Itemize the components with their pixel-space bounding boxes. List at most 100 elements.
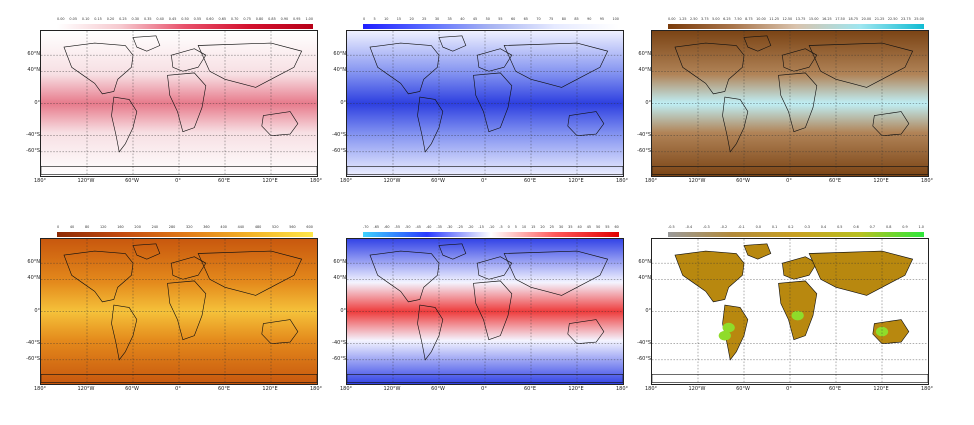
coastline bbox=[476, 256, 513, 280]
latitude-label: -40°S bbox=[26, 131, 40, 138]
colorbar-tick: 400 bbox=[220, 225, 227, 229]
longitude-label: 60°E bbox=[217, 386, 231, 392]
colorbar-tick: 0.65 bbox=[218, 17, 227, 21]
longitude-label: 120°E bbox=[568, 178, 584, 184]
colorbar-tick: 8.75 bbox=[745, 17, 753, 21]
colorbar-tick: -0.4 bbox=[685, 225, 693, 229]
longitude-label: 0° bbox=[481, 178, 487, 184]
colorbar-tick: 95 bbox=[599, 17, 605, 21]
map-frame bbox=[651, 238, 929, 385]
colorbar-tick: -25 bbox=[457, 225, 463, 229]
colorbar-tick: 0.40 bbox=[156, 17, 164, 21]
colorbar-tick: 0.05 bbox=[69, 17, 77, 21]
colorbar-tick: 0.45 bbox=[168, 17, 177, 21]
longitude-label: 60°E bbox=[523, 178, 537, 184]
latitude-label: 0° bbox=[340, 99, 346, 106]
colorbar-tick: 10.00 bbox=[756, 17, 766, 21]
map-frame bbox=[40, 238, 318, 385]
latitude-label: -60°S bbox=[332, 147, 346, 154]
colorbar-tick: 200 bbox=[134, 225, 141, 229]
latitude-label: 0° bbox=[34, 307, 40, 314]
colorbar-tick: -0.3 bbox=[703, 225, 710, 229]
longitude-label: 60°W bbox=[736, 178, 750, 184]
longitude-label: 60°E bbox=[217, 178, 231, 184]
longitude-label: 180° bbox=[615, 178, 629, 184]
latitude-label: -60°S bbox=[26, 355, 40, 362]
latitude-label: -60°S bbox=[26, 147, 40, 154]
colorbar-tick: 0.3 bbox=[804, 225, 810, 229]
longitude-label: 0° bbox=[786, 386, 792, 392]
colorbar-tick: -70 bbox=[363, 225, 369, 229]
colorbar-tick: 15 bbox=[396, 17, 402, 21]
colorbar-tick: 0.70 bbox=[230, 17, 239, 21]
longitude-label: 0° bbox=[175, 386, 181, 392]
longitude-label: 180° bbox=[920, 386, 934, 392]
longitude-label: 180° bbox=[33, 386, 47, 392]
latitude-label: 60°N bbox=[638, 51, 651, 58]
map-frame bbox=[346, 30, 624, 177]
colorbar-tick: 0.75 bbox=[243, 17, 251, 21]
colorbar-tick: -40 bbox=[425, 225, 432, 229]
colorbar-tick: 0.55 bbox=[193, 17, 202, 21]
colorbar bbox=[363, 24, 619, 29]
longitude-label: 0° bbox=[175, 178, 181, 184]
colorbar-tick: 10 bbox=[521, 225, 527, 229]
colorbar-tick: -20 bbox=[467, 225, 474, 229]
longitude-label: 120°E bbox=[568, 386, 584, 392]
colorbar-tick: 70 bbox=[536, 17, 541, 21]
coastline bbox=[808, 42, 914, 88]
coastline bbox=[503, 250, 609, 296]
coastline bbox=[781, 48, 818, 72]
coastline bbox=[132, 243, 161, 260]
coastline bbox=[674, 42, 745, 95]
colorbar-tick: 0.80 bbox=[255, 17, 264, 21]
longitude-label: 180° bbox=[339, 178, 353, 184]
world-map bbox=[41, 31, 317, 176]
colorbar-tick: 440 bbox=[237, 225, 245, 229]
colorbar-tick: 15.00 bbox=[808, 17, 819, 21]
colorbar-tick: 7.50 bbox=[734, 17, 742, 21]
colorbar-tick: 50 bbox=[595, 225, 601, 229]
latitude-label: 40°N bbox=[638, 275, 651, 282]
world-map bbox=[347, 31, 623, 176]
colorbar-tick: 0.90 bbox=[280, 17, 289, 21]
coastline bbox=[111, 96, 138, 153]
longitude-label: 60°W bbox=[736, 386, 750, 392]
coastline bbox=[261, 319, 299, 345]
coastline bbox=[170, 256, 207, 280]
colorbar-tick: 20 bbox=[540, 225, 545, 229]
colorbar-tick: -30 bbox=[446, 225, 453, 229]
colorbar-tick: 15 bbox=[531, 225, 536, 229]
coastline bbox=[369, 250, 440, 303]
vegetation-patch bbox=[875, 326, 889, 337]
colorbar-tick: 0.60 bbox=[206, 17, 214, 21]
latitude-label: -40°S bbox=[26, 339, 40, 346]
coastline bbox=[473, 72, 513, 133]
colorbar-tick: 0.10 bbox=[81, 17, 90, 21]
world-map bbox=[41, 239, 317, 384]
coastline bbox=[167, 72, 207, 133]
coastline bbox=[872, 111, 910, 137]
latitude-label: -60°S bbox=[637, 147, 651, 154]
longitude-label: 120°W bbox=[688, 178, 706, 184]
coastline bbox=[503, 42, 609, 88]
longitude-label: 60°E bbox=[523, 386, 537, 392]
colorbar-tick: 75 bbox=[549, 17, 554, 21]
colorbar-tick: 1.25 bbox=[679, 17, 687, 21]
coastline bbox=[438, 243, 467, 260]
longitude-label: 60°E bbox=[828, 386, 842, 392]
longitude-label: 120°E bbox=[262, 386, 278, 392]
colorbar-tick: -60 bbox=[383, 225, 390, 229]
longitude-label: 60°W bbox=[431, 178, 445, 184]
colorbar-tick: 80 bbox=[561, 17, 567, 21]
colorbar-tick-labels: 0 40 80 120 160 200 240 280 320 360 400 440 480 520 56… bbox=[57, 225, 313, 229]
colorbar-tick: 0.1 bbox=[771, 225, 778, 229]
vegetation-patch bbox=[718, 330, 731, 341]
colorbar-tick: -0.1 bbox=[738, 225, 745, 229]
colorbar-tick: -35 bbox=[436, 225, 442, 229]
longitude-label: 120°W bbox=[77, 386, 95, 392]
colorbar-tick: 10 bbox=[384, 17, 389, 21]
colorbar-tick: 23.75 bbox=[901, 17, 911, 21]
latitude-label: 60°N bbox=[27, 51, 40, 58]
colorbar-tick: 0.30 bbox=[131, 17, 140, 21]
